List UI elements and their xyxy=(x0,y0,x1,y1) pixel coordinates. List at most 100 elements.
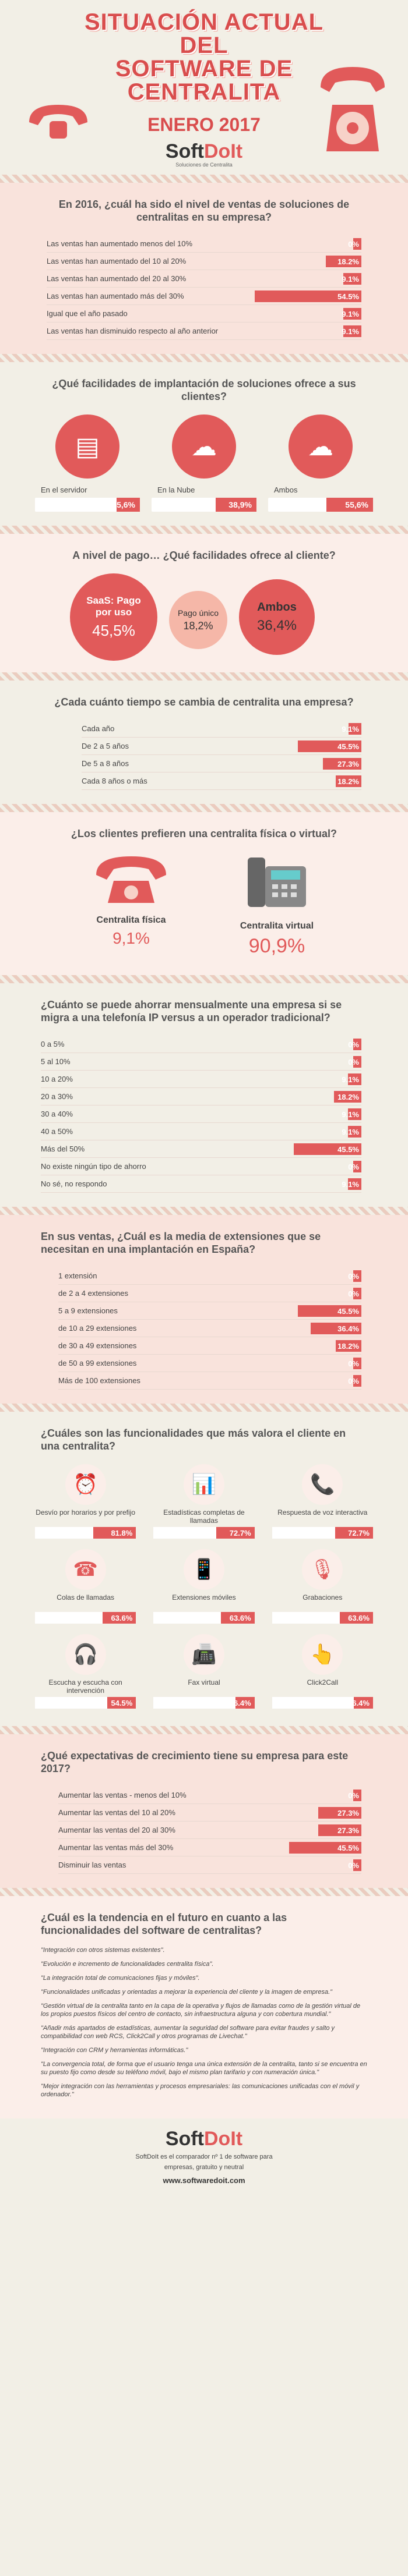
row-label: 30 a 40% xyxy=(41,1110,73,1118)
row-label: Disminuir las ventas xyxy=(58,1861,126,1869)
bar-area: 27.3% xyxy=(274,757,361,770)
bar xyxy=(339,1612,373,1624)
change-rows: Cada año 9.1% De 2 a 5 años 45.5% De 5 a 8 a… xyxy=(0,714,408,804)
bar xyxy=(353,1374,361,1387)
bar-area: 9.1% xyxy=(233,1178,361,1190)
bar-value: 9.1% xyxy=(342,1127,359,1136)
table-row: 5 a 9 extensiones 45.5% xyxy=(58,1302,361,1320)
row-label: de 2 a 4 extensiones xyxy=(58,1289,128,1298)
bar xyxy=(353,1287,361,1299)
bar xyxy=(353,1038,361,1050)
table-row: De 5 a 8 años 27.3% xyxy=(82,755,361,773)
row-label: 20 a 30% xyxy=(41,1092,73,1101)
cloud-icon: ☁ xyxy=(172,414,236,479)
trends-list: "Integración con otros sistemas existent… xyxy=(0,1943,408,2118)
bar xyxy=(347,1073,361,1085)
bar xyxy=(216,1527,255,1539)
table-row: Las ventas han disminuido respecto al añ… xyxy=(47,323,361,340)
feature-item: 📱 Extensiones móviles 63.6% xyxy=(153,1549,255,1624)
payment-question: A nivel de pago… ¿Qué facilidades ofrece… xyxy=(72,550,336,561)
table-row: 30 a 40% 9.1% xyxy=(41,1105,361,1123)
bar xyxy=(336,775,361,787)
bar-value: 27.3% xyxy=(337,1826,359,1835)
bar-value: 0% xyxy=(348,1162,359,1171)
feature-bar: 81.8% xyxy=(35,1527,136,1539)
table-row: 0 a 5% 0% xyxy=(41,1036,361,1053)
trend-quote: "Añadir más apartados de estadísticas, a… xyxy=(41,2025,335,2040)
row-label: Más de 100 extensiones xyxy=(58,1376,140,1385)
table-row: Las ventas han aumentado del 10 al 20% 18… xyxy=(47,253,361,270)
facilities-section: ¿Qué facilidades de implantación de solu… xyxy=(0,362,408,526)
savings-rows: 0 a 5% 0% 5 al 10% 0% 10 a 20% 9.1% 20 a 30% 18… xyxy=(0,1030,408,1207)
bar-area: 18.2% xyxy=(251,1340,361,1352)
trend-quote: "Integración con CRM y herramientas info… xyxy=(41,2047,188,2054)
server-cloud-icon: ☁ xyxy=(289,414,353,479)
features-section: ¿Cuáles son las funcionalidades que más … xyxy=(0,1412,408,1726)
table-row: 5 al 10% 0% xyxy=(41,1053,361,1071)
bar-value: 18.2% xyxy=(337,1341,359,1351)
row-label: Las ventas han disminuido respecto al añ… xyxy=(47,327,219,335)
feature-item: 📞 Respuesta de voz interactiva 72.7% xyxy=(272,1464,373,1539)
payment-section: A nivel de pago… ¿Qué facilidades ofrece… xyxy=(0,534,408,672)
facility-cloud: ☁ En la Nube 38,9% xyxy=(152,414,256,512)
bar xyxy=(107,1697,136,1709)
bar xyxy=(347,1125,361,1138)
feature-label: Estadísticas completas de llamadas xyxy=(163,1508,245,1525)
bar-value: 0% xyxy=(348,1057,359,1066)
table-row: Más del 50% 45.5% xyxy=(41,1140,361,1158)
feature-item: 📠 Fax virtual 36.4% xyxy=(153,1634,255,1709)
row-label: Aumentar las ventas del 10 al 20% xyxy=(58,1808,175,1817)
bubble-both: Ambos 36,4% xyxy=(239,579,315,655)
feature-item: ☎ Colas de llamadas 63.6% xyxy=(35,1549,136,1624)
trend-quote: "Evolución e incremento de funcionalidad… xyxy=(41,1961,214,1968)
bar-value: 0% xyxy=(348,1359,359,1368)
report-date: ENERO 2017 xyxy=(147,114,261,135)
feature-value: 63.6% xyxy=(229,1614,251,1622)
feature-item: 🎙 Grabaciones 63.6% xyxy=(272,1549,373,1624)
table-row: Aumentar las ventas - menos del 10% 0% xyxy=(58,1787,361,1804)
facility-label: Ambos xyxy=(274,486,298,494)
sales-section: En 2016, ¿cuál ha sido el nivel de venta… xyxy=(0,183,408,354)
growth-section: ¿Qué expectativas de crecimiento tiene s… xyxy=(0,1734,408,1888)
bar xyxy=(343,272,361,285)
row-label: Las ventas han aumentado menos del 10% xyxy=(47,239,193,248)
trend-quote: "Integración con otros sistemas existent… xyxy=(41,1947,165,1954)
bar-value: 45.5% xyxy=(337,742,359,751)
bar-area: 9.1% xyxy=(274,722,361,735)
bar-value: 36.4% xyxy=(337,1324,359,1333)
row-label: 1 extensión xyxy=(58,1271,97,1280)
bar xyxy=(289,1841,361,1854)
feature-value: 81.8% xyxy=(111,1529,133,1537)
bar-area: 0% xyxy=(251,1270,361,1282)
virtual-pbx: Centralita virtual 90,9% xyxy=(236,852,318,958)
bar xyxy=(354,1697,373,1709)
row-label: 10 a 20% xyxy=(41,1075,73,1083)
bar xyxy=(335,1527,373,1539)
bar-area: 9.1% xyxy=(239,307,361,320)
row-label: Cada 8 años o más xyxy=(82,777,147,785)
feature-value: 72.7% xyxy=(348,1529,370,1537)
sales-question: En 2016, ¿cuál ha sido el nivel de venta… xyxy=(58,199,350,223)
bar-value: 9.1% xyxy=(342,1075,359,1084)
bar-area: 27.3% xyxy=(251,1806,361,1819)
bar-value: 0% xyxy=(348,1791,359,1800)
bar xyxy=(325,255,361,267)
feature-bar: 36.4% xyxy=(272,1697,373,1709)
facility-value: 55,6% xyxy=(345,500,368,509)
bar-area: 0% xyxy=(251,1789,361,1801)
retro-phone-icon xyxy=(23,99,93,148)
bar-value: 27.3% xyxy=(337,1808,359,1817)
features-question: ¿Cuáles son las funcionalidades que más … xyxy=(41,1427,346,1452)
table-row: 20 a 30% 18.2% xyxy=(41,1088,361,1105)
server-icon: ▤ xyxy=(55,414,119,479)
row-label: Aumentar las ventas - menos del 10% xyxy=(58,1791,187,1799)
row-label: de 30 a 49 extensiones xyxy=(58,1341,137,1350)
bar-value: 27.3% xyxy=(337,759,359,768)
bar xyxy=(103,1612,136,1624)
bar xyxy=(353,1859,361,1871)
bar-area: 18.2% xyxy=(239,255,361,267)
row-label: Más del 50% xyxy=(41,1145,85,1153)
bar-area: 9.1% xyxy=(239,325,361,337)
footer-website-link[interactable]: www.softwaredoit.com xyxy=(163,2176,245,2185)
bar-value: 0% xyxy=(348,239,359,249)
